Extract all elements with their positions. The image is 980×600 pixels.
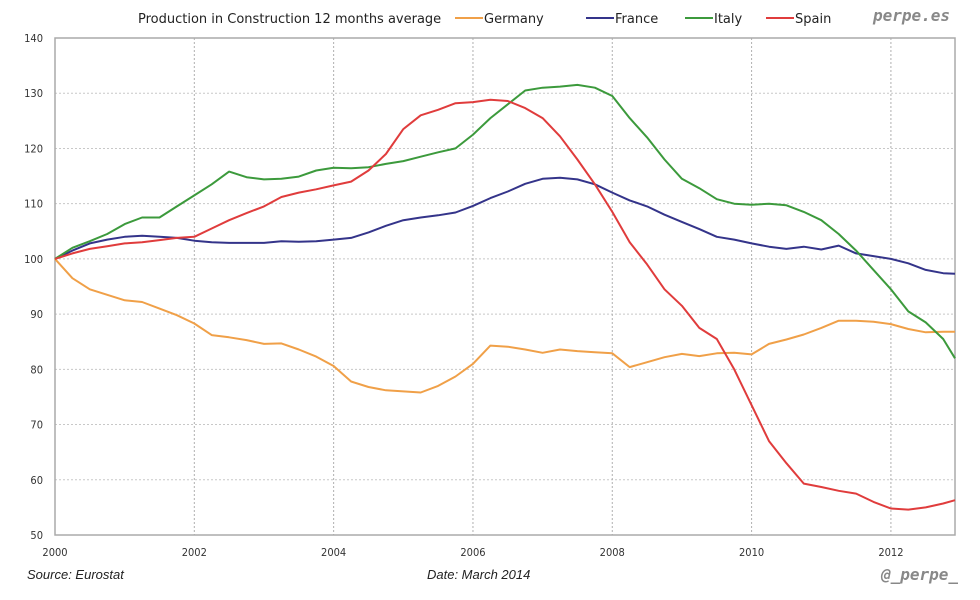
y-tick-label: 110 xyxy=(24,198,43,211)
x-tick-label: 2002 xyxy=(182,546,207,559)
y-tick-label: 90 xyxy=(30,308,43,321)
legend-item-france: France xyxy=(586,12,658,27)
series-line-germany xyxy=(54,258,955,394)
x-axis: 2000 2002 2004 2006 2008 2010 2012 xyxy=(42,546,903,559)
legend-label: Spain xyxy=(795,12,831,27)
grid-lines xyxy=(55,38,955,535)
series-layer xyxy=(54,83,956,511)
chart-title: Production in Construction 12 months ave… xyxy=(138,12,441,27)
y-tick-label: 70 xyxy=(30,419,43,432)
legend-item-germany: Germany xyxy=(455,12,544,27)
legend-item-spain: Spain xyxy=(766,12,831,27)
x-tick-label: 2006 xyxy=(460,546,485,559)
legend-label: Italy xyxy=(714,12,743,27)
y-tick-label: 140 xyxy=(24,32,43,45)
legend-label: France xyxy=(615,12,658,27)
x-tick-label: 2012 xyxy=(878,546,903,559)
legend-item-italy: Italy xyxy=(685,12,743,27)
source-label: Source: Eurostat xyxy=(27,567,124,582)
y-tick-label: 130 xyxy=(24,87,43,100)
brand-watermark: perpe.es xyxy=(872,6,950,25)
series-line-italy xyxy=(54,83,956,359)
author-handle: @_perpe_ xyxy=(880,565,958,584)
x-tick-label: 2004 xyxy=(321,546,346,559)
date-label: Date: March 2014 xyxy=(427,567,531,582)
x-tick-label: 2010 xyxy=(739,546,764,559)
x-tick-label: 2008 xyxy=(600,546,625,559)
y-tick-label: 50 xyxy=(30,529,43,542)
legend-label: Germany xyxy=(484,12,544,27)
series-line-spain xyxy=(54,98,956,511)
y-tick-label: 60 xyxy=(30,474,43,487)
x-tick-label: 2000 xyxy=(42,546,67,559)
y-tick-label: 100 xyxy=(24,253,43,266)
plot-frame xyxy=(54,37,956,536)
y-tick-label: 120 xyxy=(24,142,43,155)
series-line-france xyxy=(54,176,956,275)
y-tick-label: 80 xyxy=(30,363,43,376)
legend: Germany France Italy Spain xyxy=(455,12,831,27)
y-axis: 50 60 70 80 90 100 110 120 130 140 xyxy=(24,32,43,542)
